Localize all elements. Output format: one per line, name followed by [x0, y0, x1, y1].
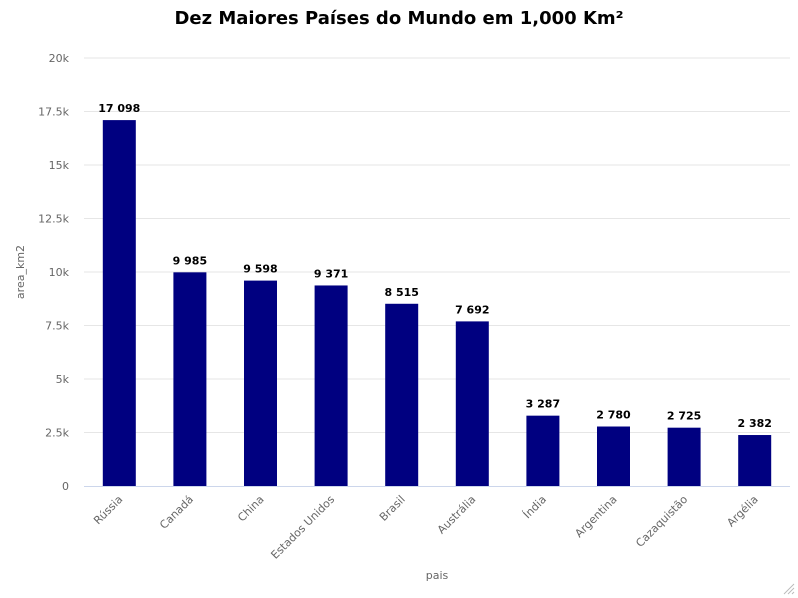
- chart-title: Dez Maiores Países do Mundo em 1,000 Km²: [174, 8, 623, 29]
- bar[interactable]: [173, 272, 207, 486]
- bar[interactable]: [314, 285, 348, 486]
- data-labels: 17 098 9 985 9 598 9 371 8 515 7 692 3 287 2 78…: [98, 102, 772, 430]
- data-label: 9 371: [314, 267, 348, 280]
- y-tick-label: 0: [62, 480, 69, 493]
- bar[interactable]: [102, 120, 136, 487]
- bar[interactable]: [526, 415, 560, 486]
- bar[interactable]: [385, 303, 419, 486]
- data-label: 2 725: [667, 410, 701, 423]
- resize-handle-icon[interactable]: [783, 583, 795, 595]
- data-label: 7 692: [455, 303, 489, 316]
- x-axis-title: pais: [426, 569, 449, 582]
- x-tick-label: Argélia: [724, 493, 760, 529]
- x-tick-label: Rússia: [91, 493, 125, 527]
- x-tick-label: Austrália: [435, 493, 479, 537]
- x-tick-label: Canadá: [157, 493, 196, 532]
- bar[interactable]: [597, 426, 630, 486]
- y-tick-label: 15k: [49, 159, 70, 172]
- x-tick-label: China: [235, 493, 266, 524]
- y-tick-label: 20k: [49, 52, 70, 65]
- data-label: 3 287: [526, 398, 560, 411]
- data-label: 2 382: [737, 417, 771, 430]
- data-label: 9 598: [243, 263, 277, 276]
- x-axis-ticks: Rússia Canadá China Estados Unidos Brasil Aus…: [91, 493, 761, 562]
- y-tick-label: 5k: [56, 373, 70, 386]
- x-tick-label: Argentina: [572, 493, 619, 540]
- data-label: 2 780: [596, 409, 631, 422]
- y-tick-label: 12.5k: [38, 213, 69, 226]
- y-axis-title: area_km2: [14, 245, 27, 299]
- data-label: 8 515: [384, 286, 418, 299]
- data-label: 9 985: [173, 254, 207, 267]
- y-axis-ticks: 0 2.5k 5k 7.5k 10k 12.5k 15k 17.5k 20k: [38, 52, 69, 493]
- y-tick-label: 10k: [49, 266, 70, 279]
- x-tick-label: Índia: [521, 493, 549, 521]
- bar[interactable]: [455, 321, 489, 486]
- y-tick-label: 2.5k: [45, 427, 69, 440]
- x-tick-label: Estados Unidos: [268, 493, 337, 562]
- bar[interactable]: [667, 427, 701, 486]
- y-tick-label: 7.5k: [45, 320, 69, 333]
- x-tick-label: Brasil: [377, 493, 408, 524]
- y-tick-label: 17.5k: [38, 106, 69, 119]
- data-label: 17 098: [98, 102, 140, 115]
- x-tick-label: Cazaquistão: [633, 493, 690, 550]
- bar[interactable]: [738, 435, 772, 486]
- bars: [102, 120, 772, 487]
- bar[interactable]: [244, 280, 277, 486]
